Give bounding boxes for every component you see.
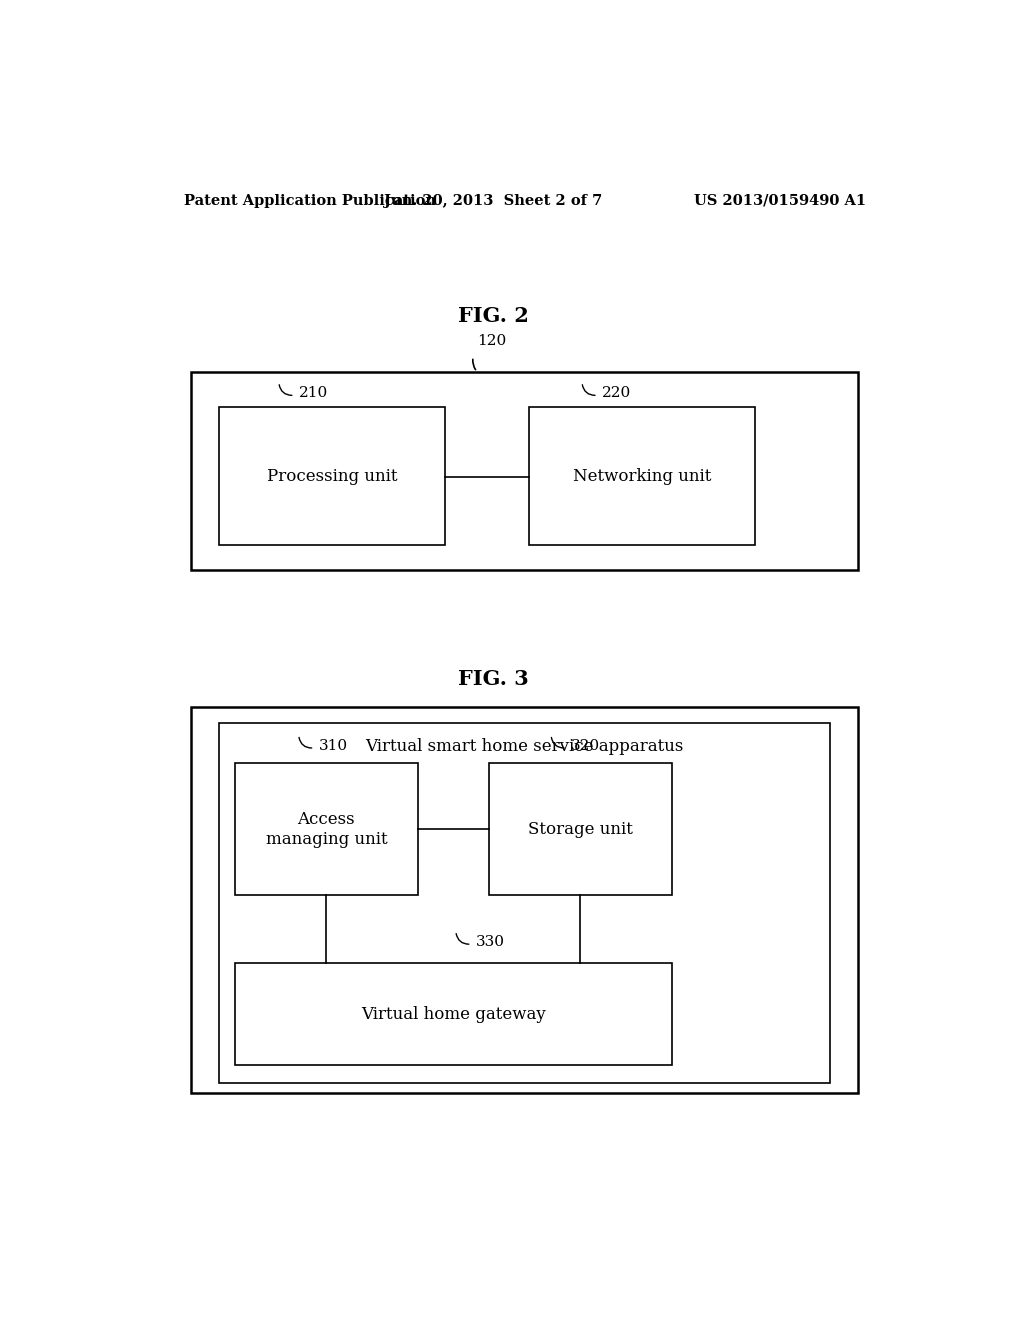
Bar	[236, 964, 672, 1065]
Bar	[489, 763, 672, 895]
Text: Patent Application Publication: Patent Application Publication	[183, 194, 435, 209]
Bar	[528, 408, 755, 545]
Text: 210: 210	[299, 387, 328, 400]
Text: Virtual home gateway: Virtual home gateway	[361, 1006, 546, 1023]
Text: FIG. 3: FIG. 3	[458, 669, 528, 689]
Bar	[236, 763, 418, 895]
Text: Processing unit: Processing unit	[267, 467, 397, 484]
Text: 330: 330	[475, 935, 505, 949]
Bar	[191, 708, 858, 1093]
Bar	[219, 722, 830, 1084]
Text: Jun. 20, 2013  Sheet 2 of 7: Jun. 20, 2013 Sheet 2 of 7	[384, 194, 602, 209]
Text: FIG. 2: FIG. 2	[458, 306, 528, 326]
Text: 320: 320	[570, 739, 600, 752]
Text: 220: 220	[602, 387, 631, 400]
Text: Access
managing unit: Access managing unit	[265, 810, 387, 847]
Text: Virtual smart home service apparatus: Virtual smart home service apparatus	[366, 738, 684, 755]
Bar	[219, 408, 445, 545]
Text: Storage unit: Storage unit	[528, 821, 633, 838]
Text: Networking unit: Networking unit	[572, 467, 711, 484]
Text: US 2013/0159490 A1: US 2013/0159490 A1	[694, 194, 866, 209]
Bar	[191, 372, 858, 570]
Text: 120: 120	[477, 334, 507, 348]
Text: 310: 310	[318, 739, 347, 752]
